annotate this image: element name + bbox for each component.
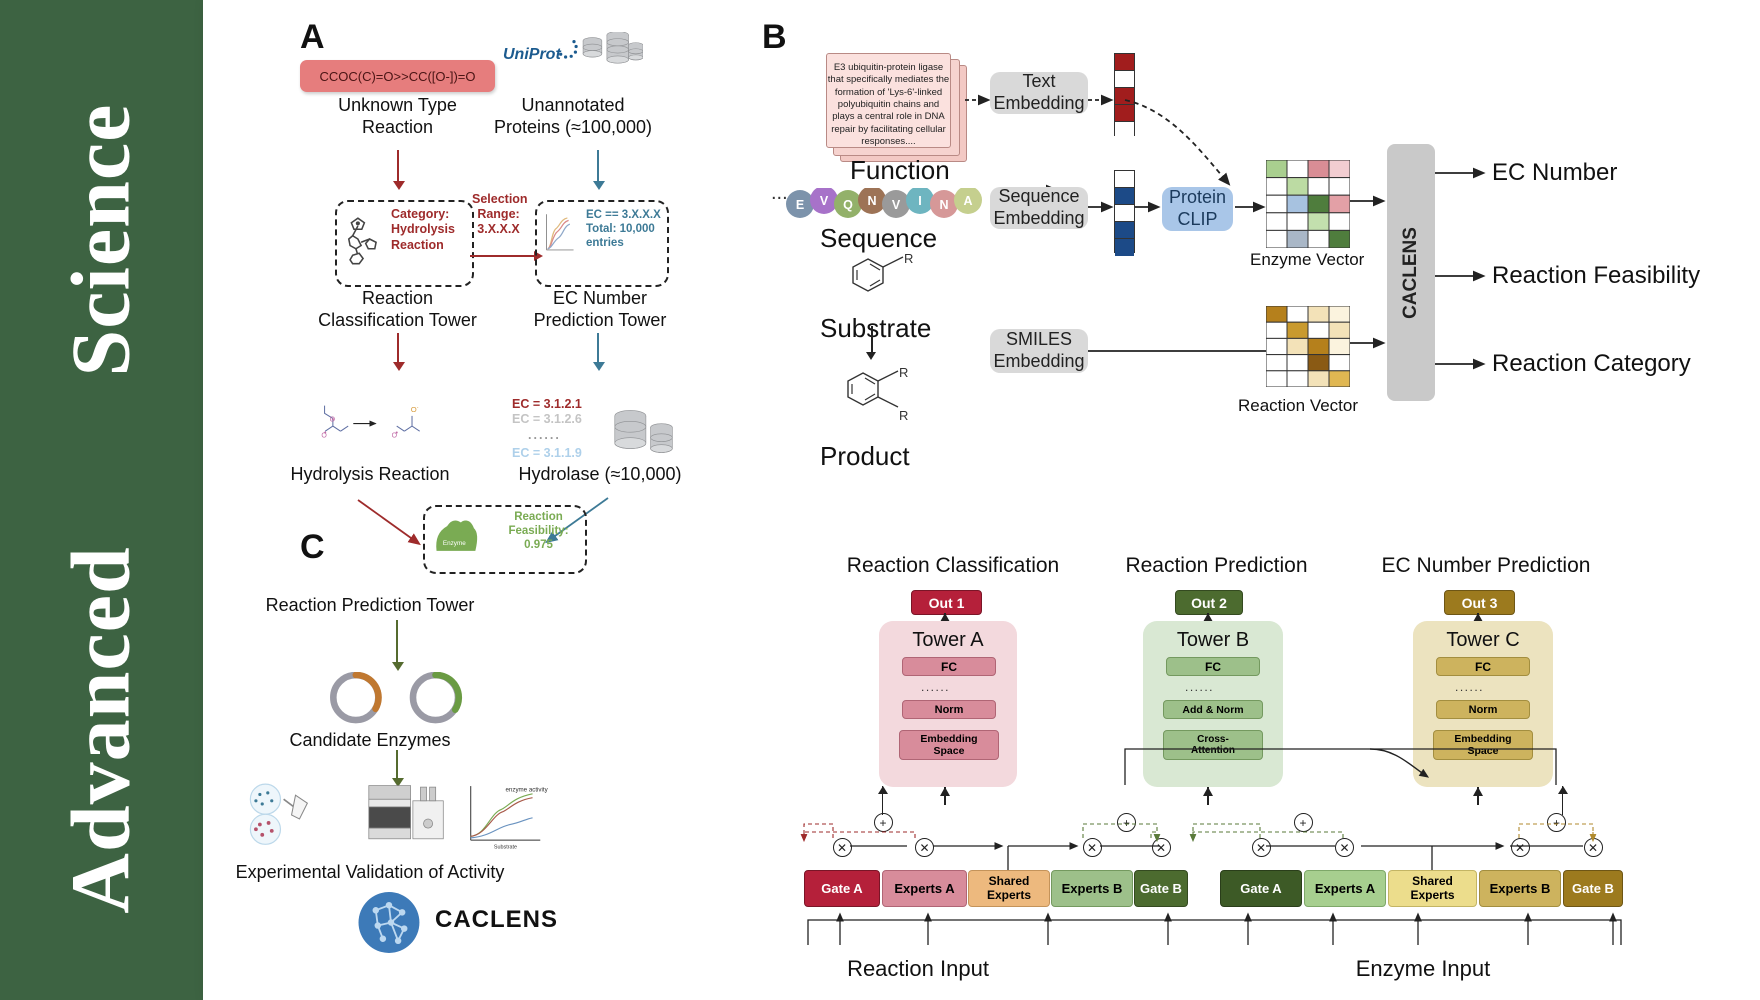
svg-text:O-: O- <box>411 405 419 414</box>
svg-text:R: R <box>904 251 913 266</box>
svg-text:O: O <box>392 433 398 440</box>
svg-text:R: R <box>899 408 908 423</box>
svg-text:Q: Q <box>843 198 853 212</box>
svg-text:I: I <box>918 194 921 208</box>
svg-text:A: A <box>963 194 972 208</box>
svg-text:N: N <box>939 198 948 212</box>
svg-text:O: O <box>321 433 327 440</box>
svg-text:enzyme activity: enzyme activity <box>506 787 549 794</box>
svg-text:O: O <box>330 417 336 424</box>
svg-text:Enzyme: Enzyme <box>443 540 466 547</box>
svg-text:E: E <box>796 198 804 212</box>
svg-text:V: V <box>820 194 829 208</box>
svg-text:V: V <box>892 198 901 212</box>
svg-text:Substrate: Substrate <box>494 845 517 851</box>
svg-text:R: R <box>899 365 908 380</box>
svg-text:N: N <box>867 194 876 208</box>
